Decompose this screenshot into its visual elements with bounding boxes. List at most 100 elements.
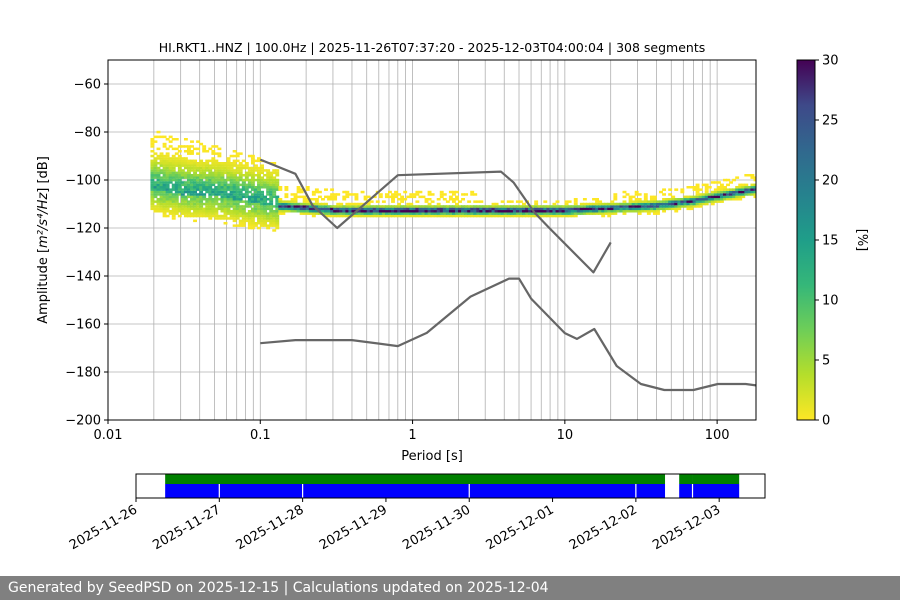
heatmap-cell [193,190,197,194]
heatmap-cell [247,166,252,170]
heatmap-cell [482,207,487,211]
heatmap-cell [257,202,261,206]
heatmap-cell [643,207,648,211]
heatmap-cell [671,207,676,211]
heatmap-cell [250,207,255,211]
heatmap-cell [150,176,155,179]
heatmap-cell [272,193,277,196]
heatmap-cell [199,183,204,187]
heatmap-cell [704,188,709,191]
heatmap-cell [159,159,164,163]
heatmap-cell [400,198,405,201]
heatmap-cell [193,188,197,191]
heatmap-cell [156,210,161,213]
heatmap-cell [716,190,721,194]
heatmap-cell [183,164,188,167]
heatmap-cell [223,164,228,167]
heatmap-cell [436,198,441,201]
heatmap-cell [180,207,185,211]
heatmap-cell [208,174,213,177]
heatmap-cell [223,190,228,194]
heatmap-cell [567,207,572,211]
heatmap-cell [278,210,283,213]
heatmap-cell [302,205,307,208]
heatmap-cell [220,210,225,213]
heatmap-cell [479,210,484,213]
heatmap-cell [174,202,179,206]
heatmap-cell [180,193,185,196]
heatmap-cell [366,212,371,215]
heatmap-cell [202,169,207,172]
heatmap-cell [287,200,292,203]
heatmap-cell [275,222,280,225]
heatmap-cell [628,200,633,203]
heatmap-cell [232,198,237,201]
heatmap-cell [229,200,234,203]
heatmap-cell [430,214,435,218]
heatmap-cell [747,188,752,191]
heatmap-cell [205,210,210,213]
heatmap-cell [698,188,703,191]
heatmap-cell [257,169,261,172]
heatmap-cell [241,210,246,213]
heatmap-cell [159,181,164,184]
heatmap-cell [260,219,264,223]
heatmap-cell [409,212,414,215]
heatmap-cell [564,210,569,213]
heatmap-cell [254,214,258,218]
heatmap-cell [202,210,207,213]
heatmap-cell [311,193,316,196]
data-segment-bar [692,484,740,498]
heatmap-cell [186,159,191,163]
heatmap-cell [275,171,280,175]
heatmap-cell [183,205,188,208]
heatmap-cell [244,190,249,194]
heatmap-cell [448,195,453,199]
heatmap-cell [174,178,179,182]
heatmap-cell [439,207,444,211]
heatmap-cell [290,205,295,208]
heatmap-cell [336,212,341,215]
heatmap-cell [177,176,182,179]
heatmap-cell [753,188,756,191]
heatmap-cell [257,198,261,201]
heatmap-cell [177,190,182,194]
heatmap-cell [190,186,194,189]
heatmap-cell [162,205,167,208]
heatmap-cell [330,210,335,213]
heatmap-cell [180,198,185,201]
heatmap-cell [223,178,228,182]
heatmap-cell [260,178,264,182]
heatmap-cell [522,214,526,218]
heatmap-cell [165,210,170,213]
heatmap-cell [378,205,383,208]
heatmap-cell [680,205,685,208]
heatmap-cell [183,210,188,213]
heatmap-cell [177,159,182,163]
heatmap-cell [223,212,228,215]
heatmap-cell [269,171,274,175]
heatmap-cell [162,174,167,177]
heatmap-cell [208,159,213,163]
heatmap-cell [409,195,414,199]
heatmap-cell [235,200,240,203]
heatmap-cell [336,202,341,206]
heatmap-cell [269,207,274,211]
heatmap-cell [518,207,523,211]
heatmap-cell [226,186,231,189]
heatmap-cell [208,214,213,218]
heatmap-cell [418,190,423,194]
heatmap-cell [729,195,734,199]
heatmap-cell [238,174,243,177]
heatmap-cell [333,214,338,218]
heatmap-cell [552,202,557,206]
heatmap-cell [244,219,249,223]
heatmap-cell [604,205,609,208]
heatmap-cell [208,198,213,201]
heatmap-cell [637,212,642,215]
heatmap-cell [394,190,398,194]
heatmap-cell [324,202,328,206]
heatmap-cell [701,198,706,201]
heatmap-cell [451,190,456,194]
heatmap-cell [150,200,155,203]
